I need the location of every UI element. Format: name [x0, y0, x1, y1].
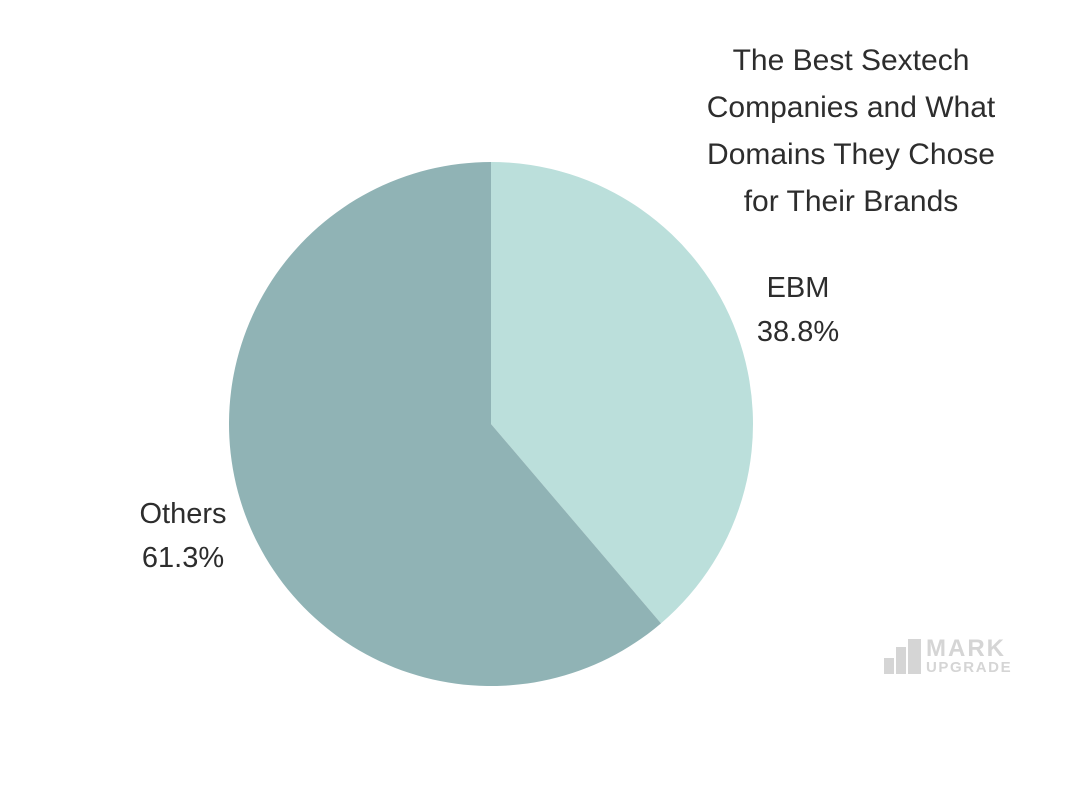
slice-label-ebm: EBM 38.8%: [713, 266, 883, 354]
logo-name: MARK: [926, 635, 1006, 662]
slice-name: EBM: [766, 272, 830, 304]
pie-slice-others: [228, 162, 662, 686]
chart-title-line: for Their Brands: [743, 185, 959, 218]
logo-subtitle: UPGRADE: [926, 659, 1013, 676]
chart-title-line: Companies and What: [706, 91, 996, 124]
slice-percent: 61.3%: [141, 542, 225, 574]
bar-chart-icon: [884, 639, 921, 674]
brand-logo: MARK UPGRADE: [884, 635, 1013, 676]
chart-title-line: Domains They Chose: [707, 138, 995, 171]
chart-title: The Best Sextech Companies and What Doma…: [688, 37, 1014, 225]
slice-percent: 38.8%: [756, 316, 840, 348]
chart-title-line: The Best Sextech: [732, 44, 970, 77]
slice-name: Others: [139, 498, 227, 530]
slice-label-others: Others 61.3%: [98, 492, 268, 580]
logo-text: MARK UPGRADE: [926, 635, 1013, 676]
pie-slice-ebm: [491, 162, 753, 624]
